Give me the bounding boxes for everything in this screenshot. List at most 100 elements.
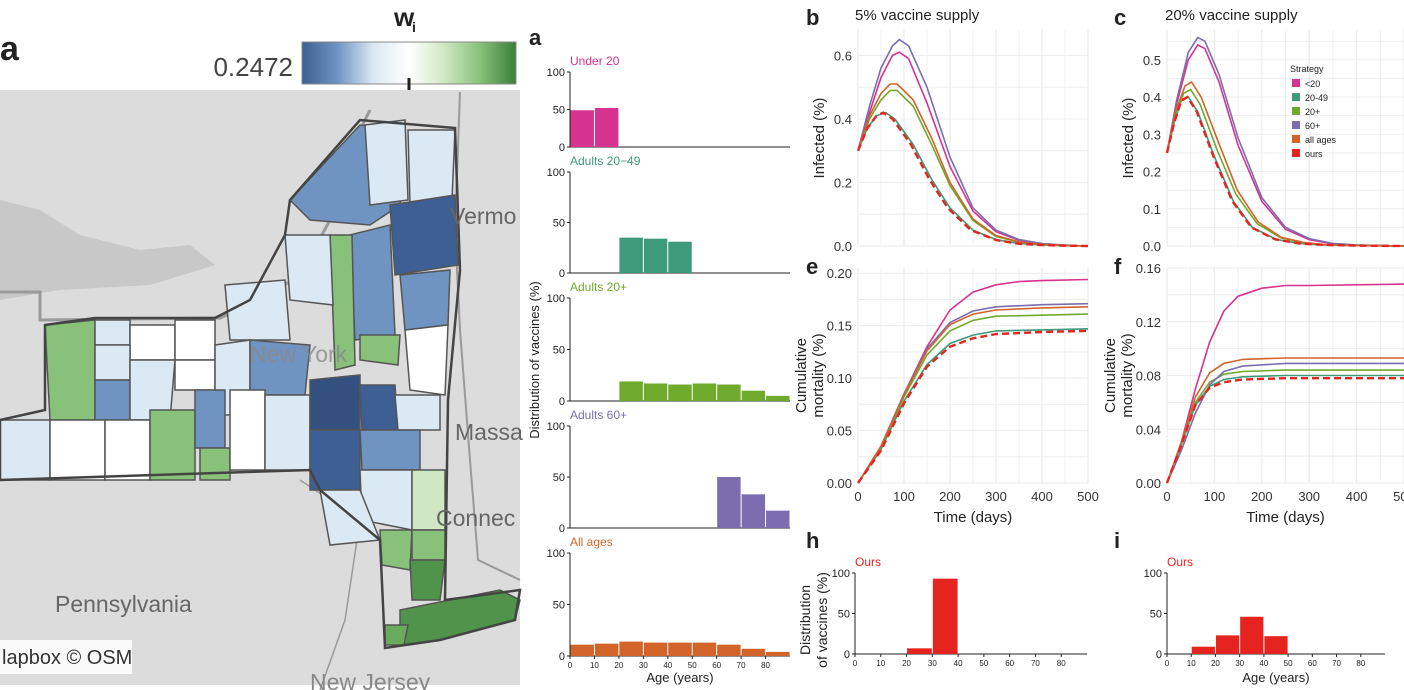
bar-0	[1191, 646, 1215, 654]
chart-title: All ages	[570, 535, 613, 549]
county-shape	[389, 194, 459, 276]
bar-0	[570, 110, 594, 147]
chart-title: Adults 60+	[570, 408, 627, 422]
attribution-box	[0, 640, 132, 674]
y-tick-label: 0.2	[834, 175, 852, 190]
y-tick-label: 0.4	[834, 112, 852, 127]
y-tick-label: 100	[547, 167, 565, 179]
x-tick-label: 60	[712, 661, 721, 670]
map-place-label: New York	[250, 341, 348, 367]
legend-swatch	[1292, 107, 1300, 115]
y-tick-label: 50	[1150, 609, 1162, 621]
bar-2	[619, 641, 643, 656]
x-tick-label: 0	[568, 661, 573, 670]
legend-subscript: i	[412, 19, 416, 35]
y-tick-label: 50	[553, 218, 565, 230]
y-tick-label: 50	[553, 105, 565, 117]
bar-6	[766, 395, 790, 401]
panel-label: f	[1114, 254, 1122, 279]
county-shape	[94, 319, 131, 346]
bar-3	[643, 642, 668, 656]
panel-label: b	[806, 5, 819, 30]
y-tick-label: 50	[553, 472, 565, 484]
x-tick-label: 500	[1393, 489, 1404, 504]
chart-ours-20: 0 50 100 0 10 20 30 40 50 60 70 80 Ours i Age (years)	[1114, 528, 1385, 685]
chart-title: 20% vaccine supply	[1165, 7, 1298, 24]
legend-swatch	[1292, 121, 1300, 129]
county-shape	[379, 529, 413, 571]
county-shape	[194, 389, 226, 449]
map-panel: a w i 0.2472 Vermo New York Massa Connec…	[0, 2, 523, 690]
x-tick-label: 10	[590, 661, 599, 670]
y-axis-label: Infected (%)	[811, 98, 828, 179]
x-tick-label: 80	[1356, 659, 1365, 668]
panel-label: e	[806, 254, 818, 279]
y-tick-label: 0.10	[827, 371, 852, 386]
y-tick-label: 0.3	[1143, 127, 1161, 142]
x-tick-label: 200	[939, 489, 961, 504]
bar-0	[570, 644, 594, 656]
x-tick-label: 40	[1259, 659, 1268, 668]
chart-title: 5% vaccine supply	[855, 7, 980, 24]
x-tick-label: 50	[688, 661, 697, 670]
y-tick-label: 0	[559, 523, 565, 535]
county-shape	[44, 319, 96, 421]
county-shape	[229, 389, 266, 471]
bar-4	[717, 384, 741, 401]
y-tick-label: 0	[559, 142, 565, 154]
county-shape	[149, 409, 196, 481]
series-line-3	[1166, 362, 1404, 484]
map-attribution: lapbox © OSM	[2, 647, 132, 669]
county-shape	[394, 394, 441, 431]
county-shape	[349, 224, 396, 341]
x-tick-label: 300	[1298, 489, 1320, 504]
bar-0	[619, 381, 643, 401]
y-tick-label: 0.6	[834, 48, 852, 63]
x-tick-label: 0	[853, 659, 858, 668]
county-map	[0, 118, 522, 650]
county-shape	[174, 319, 216, 361]
y-tick-label: 0.0	[1143, 239, 1161, 254]
y-axis-label: Infected (%)	[1120, 98, 1137, 179]
county-shape	[411, 529, 446, 561]
x-tick-label: 400	[1346, 489, 1368, 504]
x-tick-label: 30	[928, 659, 937, 668]
county-shape	[104, 419, 151, 481]
y-tick-label: 0	[1156, 649, 1162, 661]
bar-3	[692, 383, 717, 401]
map-place-label: New Jersey	[310, 669, 431, 690]
panel-label: c	[1114, 5, 1126, 30]
y-tick-label: 100	[832, 568, 850, 580]
chart-dist-60plus: 0 50 100 Adults 60+	[547, 408, 790, 535]
map-panel-label: a	[0, 30, 20, 68]
y-tick-label: 0.1	[1143, 202, 1161, 217]
state-outline	[0, 118, 522, 650]
y-tick-label: 50	[838, 609, 850, 621]
y-tick-label: 0.12	[1136, 315, 1161, 330]
y-tick-label: 0.00	[1136, 476, 1161, 491]
y-tick-label: 100	[547, 548, 565, 560]
y-tick-label: 0	[559, 396, 565, 408]
county-shape	[359, 334, 401, 366]
map-place-label: Massa	[455, 419, 523, 445]
x-tick-label: 200	[1251, 489, 1273, 504]
x-tick-label: 60	[1005, 659, 1014, 668]
county-shape	[224, 279, 291, 341]
bar-0	[717, 477, 741, 528]
legend-title: w	[393, 2, 415, 32]
x-tick-label: 40	[663, 661, 672, 670]
y-tick-label: 0.08	[1136, 369, 1161, 384]
x-tick-label: 0	[1165, 659, 1170, 668]
x-tick-label: 100	[893, 489, 915, 504]
series-line-5	[856, 111, 1089, 248]
y-tick-label: 100	[547, 293, 565, 305]
x-axis-label: Age (years)	[646, 670, 713, 685]
lake-shape	[0, 200, 215, 300]
panel-label: h	[806, 528, 819, 553]
bar-2	[668, 241, 692, 273]
bar-1	[932, 578, 958, 654]
x-tick-label: 70	[737, 661, 746, 670]
county-shape	[309, 374, 361, 431]
y-axis-label: Distributionof vaccines (%)	[797, 572, 830, 668]
